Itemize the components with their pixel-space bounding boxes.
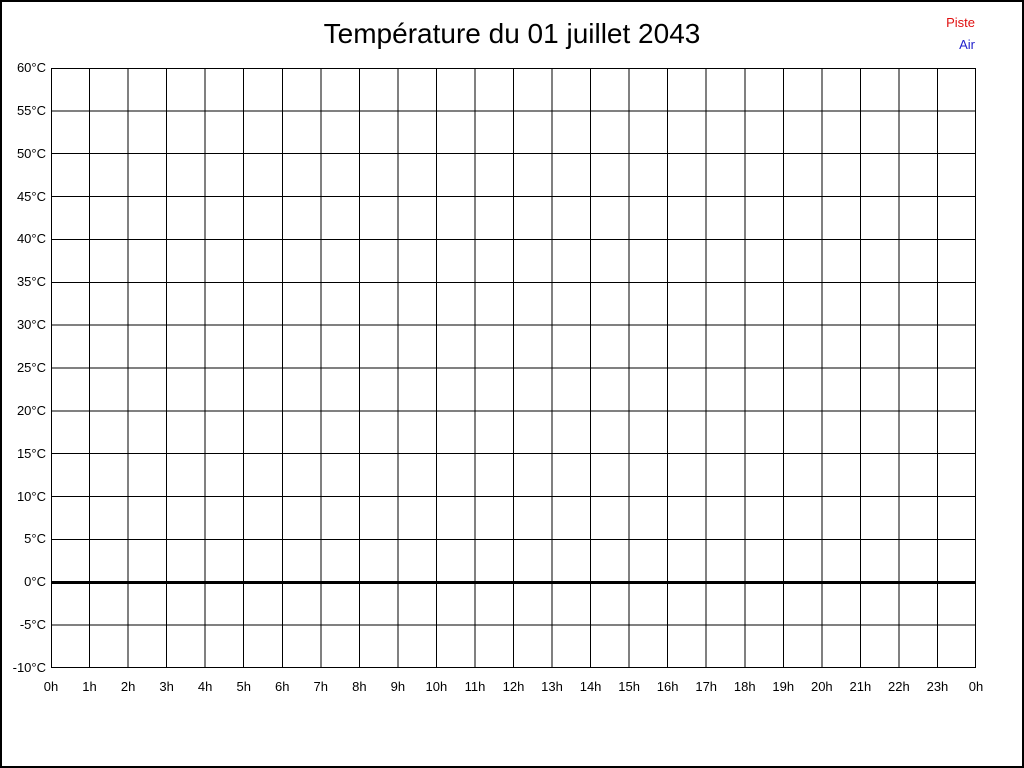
y-tick-label: 50°C [16, 145, 46, 161]
x-tick-label: 1h [82, 679, 97, 694]
y-tick-label: 55°C [16, 102, 46, 118]
x-tick-label: 8h [352, 679, 367, 694]
x-tick-label: 9h [390, 679, 406, 694]
x-tick-label: 16h [656, 679, 679, 694]
x-tick-label: 3h [159, 679, 174, 694]
x-tick-label: 13h [541, 679, 563, 694]
y-tick-label: 5°C [24, 531, 46, 547]
legend-item-air: Air [959, 37, 975, 52]
x-tick-label: 19h [772, 679, 795, 694]
x-tick-label: 15h [618, 679, 640, 694]
x-tick-label: 17h [695, 679, 718, 694]
y-tick-label: 25°C [16, 360, 46, 375]
legend: Piste Air [946, 12, 975, 56]
x-tick-label: 0h [968, 679, 984, 694]
y-tick-label: 20°C [16, 402, 46, 418]
y-tick-label: -10°C [12, 660, 46, 675]
plot-area [51, 68, 976, 668]
x-tick-label: 0h [43, 679, 59, 694]
x-tick-label: 2h [120, 679, 136, 694]
x-tick-label: 21h [849, 679, 872, 694]
x-tick-label: 11h [464, 679, 486, 694]
y-tick-label: 45°C [16, 188, 46, 204]
x-tick-label: 18h [733, 679, 756, 694]
x-tick-label: 22h [888, 679, 910, 694]
x-tick-label: 12h [502, 679, 525, 694]
x-tick-label: 6h [275, 679, 290, 694]
y-tick-label: -5°C [19, 617, 46, 633]
x-tick-label: 14h [579, 679, 602, 694]
x-tick-label: 23h [926, 679, 949, 694]
chart-grid [51, 68, 976, 668]
y-tick-label: 30°C [16, 317, 46, 333]
x-tick-label: 7h [313, 679, 329, 694]
legend-item-piste: Piste [946, 15, 975, 30]
y-tick-label: 10°C [16, 488, 46, 504]
y-tick-label: 40°C [16, 231, 46, 247]
x-tick-label: 20h [810, 679, 833, 694]
y-tick-label: 35°C [16, 274, 46, 290]
x-tick-label: 4h [197, 679, 213, 694]
x-tick-label: 5h [236, 679, 251, 694]
y-tick-label: 0°C [24, 574, 46, 590]
y-tick-label: 15°C [16, 445, 46, 461]
y-tick-label: 60°C [16, 60, 46, 75]
x-tick-label: 10h [425, 679, 448, 694]
chart-title: Température du 01 juillet 2043 [323, 18, 701, 49]
